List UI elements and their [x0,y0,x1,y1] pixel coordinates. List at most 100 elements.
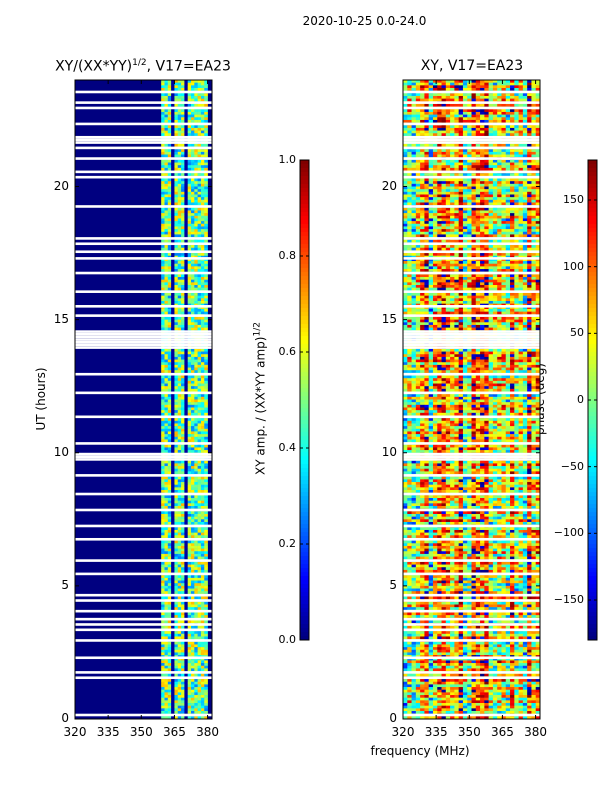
heatmap-cell [184,412,188,416]
heatmap-cell [514,183,519,187]
heatmap-cell [164,431,169,435]
heatmap-cell [167,647,172,651]
heatmap-cell [181,167,185,171]
heatmap-cell [197,295,202,299]
heatmap-cell [492,151,498,155]
heatmap-cell [204,567,208,571]
heatmap-cell [191,711,195,714]
heatmap-cell [187,93,192,97]
heatmap-cell [480,159,485,163]
heatmap-cell [184,607,188,611]
heatmap-cell [204,370,208,374]
heatmap-cell [471,125,477,129]
heatmap-cell [174,649,179,653]
heatmap-cell [164,159,169,163]
heatmap-cell [171,306,175,310]
heatmap-cell [167,149,172,153]
heatmap-cell [184,154,188,158]
heatmap-cell [191,681,195,685]
heatmap-cell [161,583,165,587]
heatmap-cell [204,511,208,515]
heatmap-cell [194,490,198,493]
heatmap-cell [194,495,198,499]
heatmap-cell [161,460,165,464]
heatmap-cell [161,596,165,600]
heatmap-cell [187,130,192,134]
heatmap-cell [181,154,185,158]
heatmap-cell [177,221,182,225]
heatmap-cell [467,167,472,171]
heatmap-cell [197,663,202,667]
heatmap-cell [191,695,195,698]
heatmap-cell [204,362,208,366]
heatmap-cell [177,631,182,635]
heatmap-cell [181,420,185,424]
heatmap-cell [167,703,172,706]
heatmap-cell [164,588,169,592]
heatmap-cell [194,327,198,331]
heatmap-cell [197,162,202,166]
heatmap-cell [181,612,185,616]
heatmap-cell [167,420,172,424]
heatmap-cell [161,498,165,501]
heatmap-cell [177,189,182,193]
heatmap-cell [194,503,198,507]
heatmap-cell [181,109,185,113]
heatmap-cell [204,316,208,320]
heatmap-cell [177,436,182,440]
heatmap-cell [204,660,208,664]
heatmap-cell [161,274,165,278]
heatmap-cell [161,519,165,523]
colorbar-segment [300,336,309,341]
heatmap-cell [505,87,511,91]
heatmap-cell [535,87,541,91]
heatmap-cell [174,420,179,424]
heatmap-cell [177,591,182,595]
heatmap-cell [480,194,485,198]
heatmap-cell [187,202,192,206]
heatmap-cell [475,130,481,134]
heatmap-cell [167,567,172,571]
heatmap-cell [194,500,198,504]
heatmap-cell [161,218,165,222]
heatmap-cell [184,354,188,358]
heatmap-cell [164,585,169,589]
heatmap-cell [462,186,468,190]
heatmap-cell [191,194,195,198]
heatmap-cell [161,324,165,328]
heatmap-cell [164,460,169,464]
heatmap-cell [194,162,198,166]
heatmap-cell [510,130,515,134]
heatmap-cell [161,711,165,714]
heatmap-cell [415,114,421,118]
heatmap-cell [161,620,165,624]
heatmap-cell [424,178,429,182]
heatmap-cell [161,399,165,403]
heatmap-cell [161,162,165,166]
heatmap-cell [441,114,447,118]
flagged-row [75,346,212,349]
heatmap-cell [200,234,205,238]
heatmap-cell [200,567,205,571]
heatmap-cell [164,484,169,488]
heatmap-cell [181,300,185,304]
heatmap-cell [187,500,192,504]
heatmap-cell [518,98,524,102]
heatmap-cell [181,364,185,368]
heatmap-cell [407,80,412,83]
colorbar-segment [300,544,309,549]
heatmap-cell [492,103,498,107]
heatmap-cell [187,479,192,483]
heatmap-cell [161,490,165,493]
heatmap-cell [191,322,195,326]
heatmap-cell [161,191,165,195]
heatmap-cell [187,673,192,677]
heatmap-cell [200,103,205,107]
heatmap-cell [174,657,179,661]
heatmap-cell [197,607,202,611]
heatmap-cell [161,516,165,520]
heatmap-cell [194,319,198,323]
heatmap-cell [467,194,472,198]
heatmap-cell [432,119,438,123]
heatmap-cell [184,197,188,201]
